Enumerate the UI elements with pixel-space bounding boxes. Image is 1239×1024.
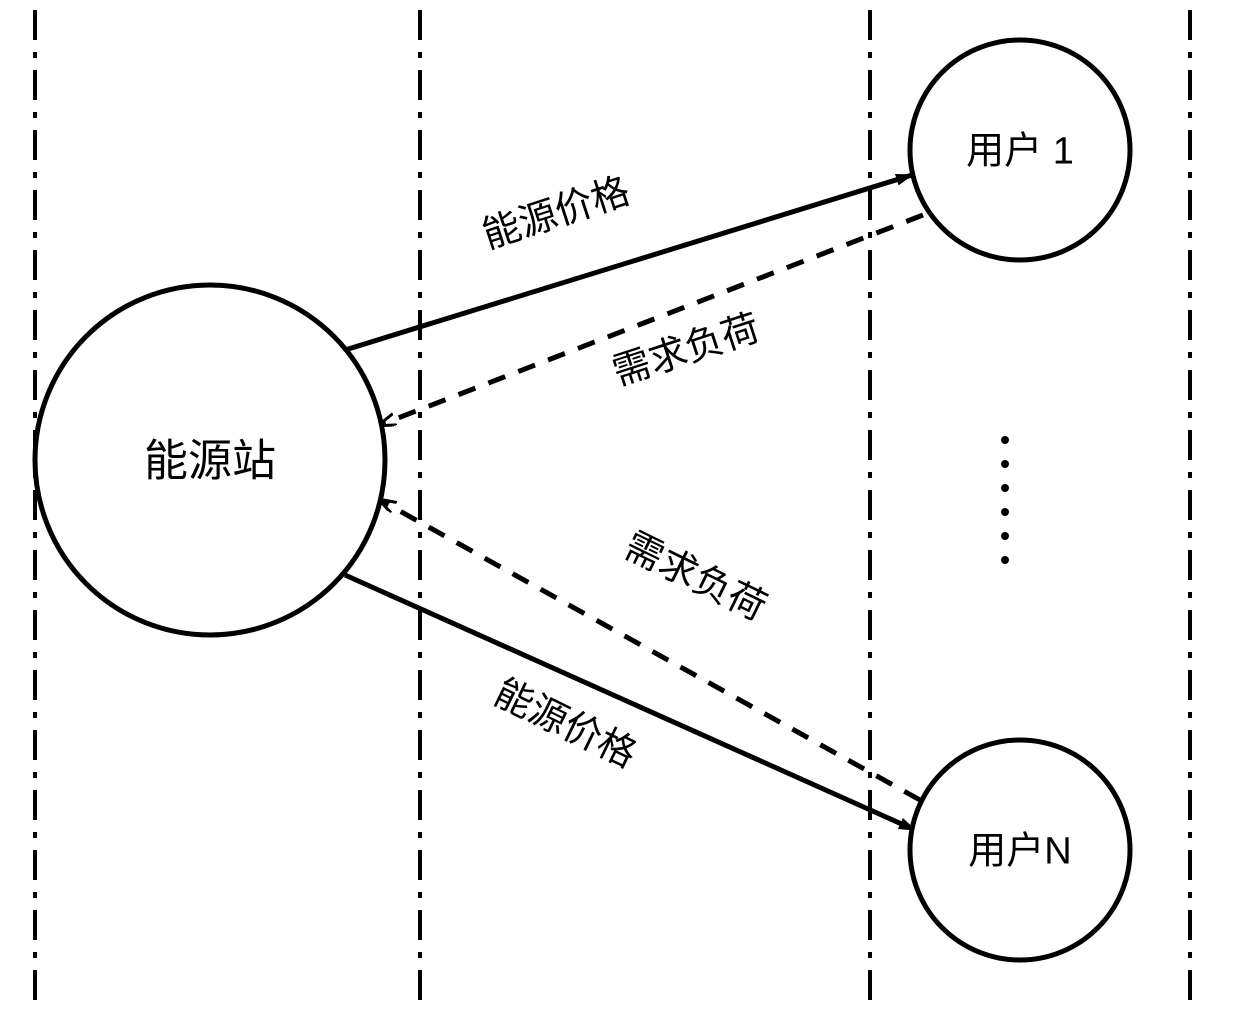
edge-demand-from-user1 [380,215,923,425]
node-label-station: 能源站 [144,436,276,485]
edge-label-demand-from-user1: 需求负荷 [608,307,766,394]
edge-price-to-userN [345,575,915,830]
ellipsis-dot [1001,460,1009,468]
node-label-user1: 用户 1 [966,130,1074,172]
edge-label-price-to-user1: 能源价格 [478,170,636,257]
ellipsis-dot [1001,436,1009,444]
network-diagram: 能源价格需求负荷需求负荷能源价格能源站用户 1用户N [0,0,1239,1024]
ellipsis-dot [1001,556,1009,564]
ellipsis-dot [1001,508,1009,516]
node-label-userN: 用户N [968,830,1071,872]
edge-label-demand-from-userN: 需求负荷 [618,525,773,629]
edge-label-price-to-userN: 能源价格 [488,672,643,776]
diagram-container: 能源价格需求负荷需求负荷能源价格能源站用户 1用户N [0,0,1239,1024]
ellipsis-dot [1001,484,1009,492]
ellipsis-dot [1001,532,1009,540]
